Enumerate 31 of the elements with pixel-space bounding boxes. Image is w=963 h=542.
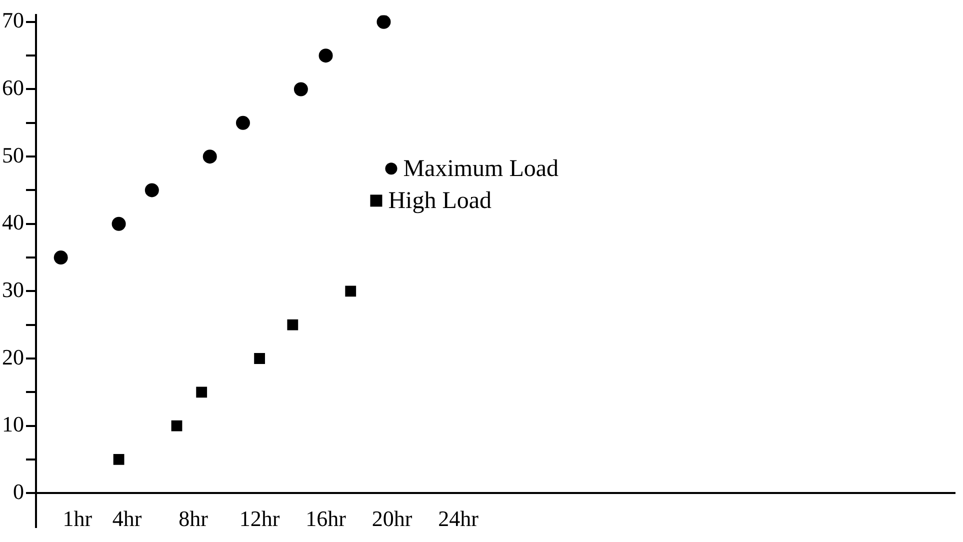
x-tick-label: 16hr — [306, 506, 347, 532]
y-tick-label: 10 — [2, 412, 24, 437]
point — [318, 48, 333, 63]
point — [113, 454, 124, 465]
point — [202, 150, 217, 164]
point — [294, 82, 308, 96]
y-tick-label: 20 — [2, 344, 24, 370]
x-tick-label: 24hr — [438, 506, 480, 532]
y-tick-label: 0 — [13, 478, 24, 504]
point — [254, 353, 265, 364]
y-tick-label: 40 — [2, 210, 24, 235]
legend-label: Maximum Load — [403, 156, 559, 182]
y-tick-label: 60 — [2, 75, 24, 100]
point — [236, 116, 250, 130]
x-tick-label: 8hr — [178, 506, 209, 532]
point — [345, 286, 356, 297]
x-tick-label: 1hr — [62, 506, 93, 532]
y-tick-label: 70 — [2, 8, 24, 33]
y-tick-label: 30 — [2, 276, 24, 302]
legend-label: High Load — [388, 188, 492, 214]
point — [54, 250, 68, 265]
x-tick-label: 4hr — [112, 506, 142, 532]
point — [171, 420, 182, 432]
x-tick-label: 20hr — [372, 506, 413, 532]
point — [196, 386, 208, 398]
point — [112, 216, 126, 231]
point — [144, 183, 159, 198]
point — [287, 319, 298, 330]
y-tick-label: 50 — [2, 142, 24, 168]
point — [376, 15, 391, 29]
x-tick-label: 12hr — [239, 506, 280, 532]
